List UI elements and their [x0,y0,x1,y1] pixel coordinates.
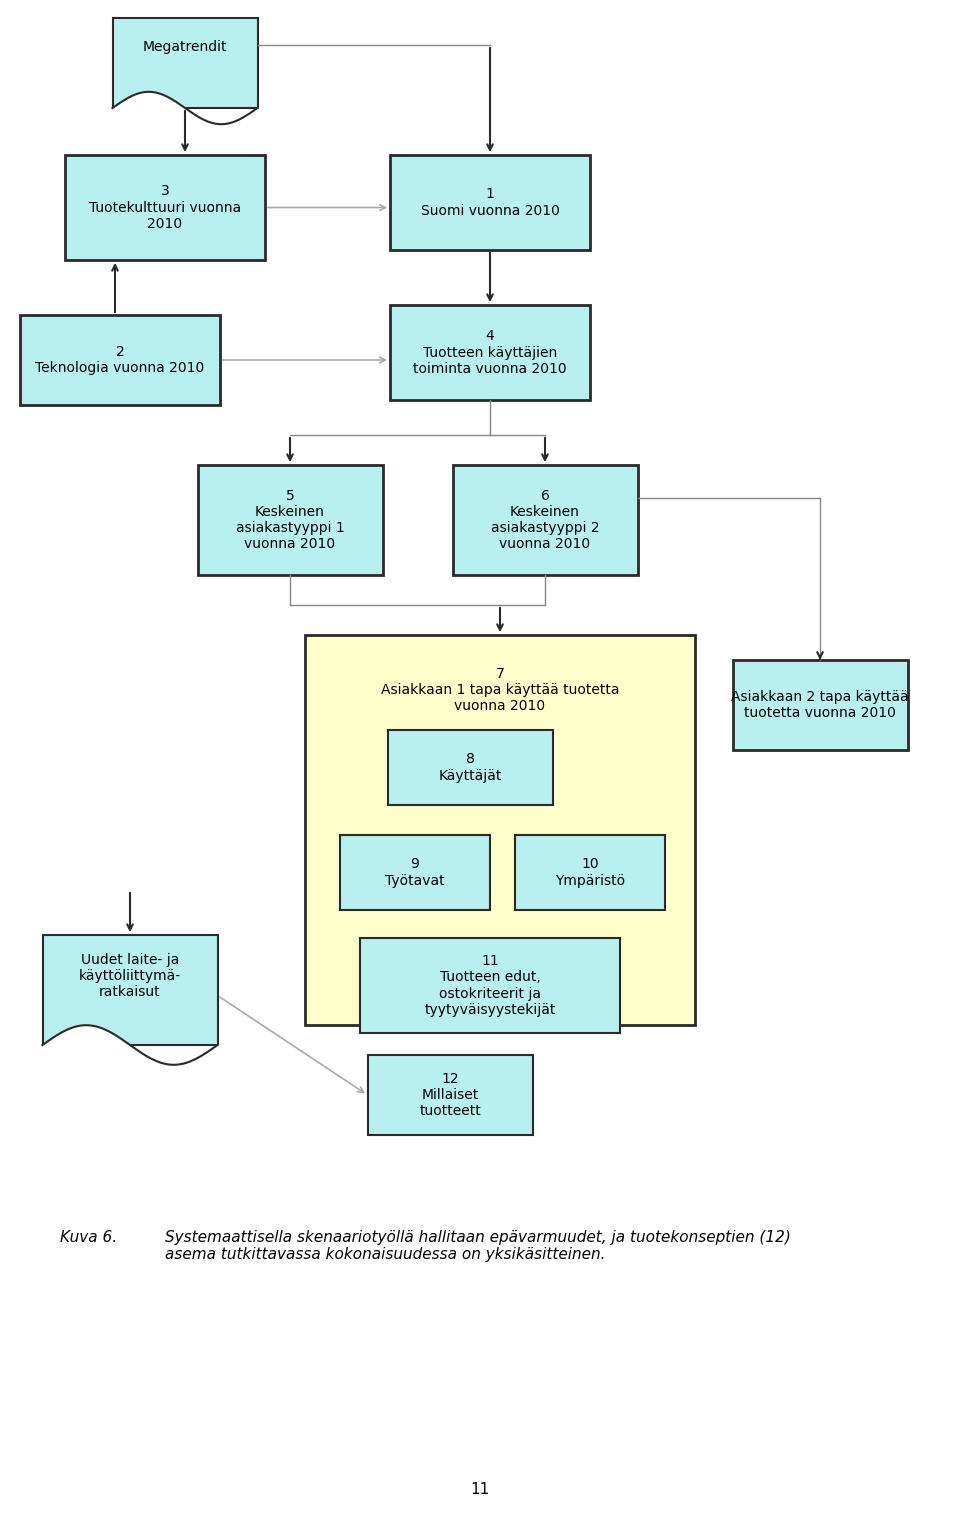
FancyBboxPatch shape [452,465,637,576]
Text: 3
Tuotekulttuuri vuonna
2010: 3 Tuotekulttuuri vuonna 2010 [89,185,241,231]
FancyBboxPatch shape [732,660,907,749]
Text: Uudet laite- ja
käyttöliittymä-
ratkaisut: Uudet laite- ja käyttöliittymä- ratkaisu… [79,953,181,999]
FancyBboxPatch shape [360,937,620,1033]
FancyBboxPatch shape [390,305,590,400]
Text: 1
Suomi vuonna 2010: 1 Suomi vuonna 2010 [420,188,560,217]
FancyBboxPatch shape [65,155,265,260]
Text: Systemaattisella skenaariotyöllä hallitaan epävarmuudet, ja tuotekonseptien (12): Systemaattisella skenaariotyöllä hallita… [165,1230,791,1262]
FancyBboxPatch shape [368,1056,533,1134]
FancyBboxPatch shape [388,729,553,805]
FancyBboxPatch shape [20,315,220,405]
Polygon shape [112,18,257,108]
Text: 6
Keskeinen
asiakastyyppi 2
vuonna 2010: 6 Keskeinen asiakastyyppi 2 vuonna 2010 [491,489,599,551]
Text: 4
Tuotteen käyttäjien
toiminta vuonna 2010: 4 Tuotteen käyttäjien toiminta vuonna 20… [413,329,566,376]
Text: Kuva 6.: Kuva 6. [60,1230,117,1245]
FancyBboxPatch shape [390,155,590,249]
FancyBboxPatch shape [340,836,490,910]
FancyBboxPatch shape [515,836,665,910]
Text: 8
Käyttäjät: 8 Käyttäjät [439,753,502,783]
Text: 7
Asiakkaan 1 tapa käyttää tuotetta
vuonna 2010: 7 Asiakkaan 1 tapa käyttää tuotetta vuon… [381,666,619,713]
Text: 11: 11 [470,1482,490,1497]
Text: 11
Tuotteen edut,
ostokriteerit ja
tyytyväisyystekijät: 11 Tuotteen edut, ostokriteerit ja tyyty… [424,954,556,1017]
FancyBboxPatch shape [198,465,382,576]
Text: 2
Teknologia vuonna 2010: 2 Teknologia vuonna 2010 [36,345,204,376]
Text: 12
Millaiset
tuotteett: 12 Millaiset tuotteett [420,1071,481,1119]
Text: 10
Ympäristö: 10 Ympäristö [555,857,625,888]
Text: Asiakkaan 2 tapa käyttää
tuotetta vuonna 2010: Asiakkaan 2 tapa käyttää tuotetta vuonna… [732,689,909,720]
Text: 5
Keskeinen
asiakastyyppi 1
vuonna 2010: 5 Keskeinen asiakastyyppi 1 vuonna 2010 [235,489,345,551]
Text: Megatrendit: Megatrendit [143,40,228,54]
Text: 9
Työtavat: 9 Työtavat [385,857,444,888]
Polygon shape [42,936,218,1045]
FancyBboxPatch shape [305,636,695,1025]
